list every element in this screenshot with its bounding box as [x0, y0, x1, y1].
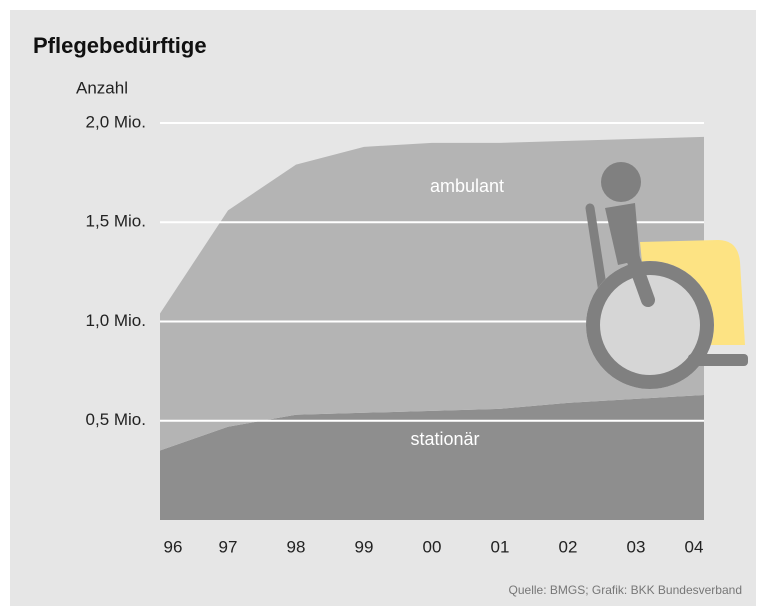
icon-head — [601, 162, 641, 202]
x-tick-label: 98 — [287, 537, 306, 556]
source-note: Quelle: BMGS; Grafik: BKK Bundesverband — [509, 583, 742, 597]
x-tick-label: 03 — [627, 537, 646, 556]
series-label: stationär — [410, 429, 479, 449]
y-tick-label: 1,5 Mio. — [86, 212, 146, 231]
x-tick-label: 02 — [559, 537, 578, 556]
y-tick-label: 0,5 Mio. — [86, 410, 146, 429]
x-tick-label: 96 — [164, 537, 183, 556]
icon-footrest — [688, 354, 748, 366]
x-tick-label: 01 — [491, 537, 510, 556]
wheelchair-icon — [585, 162, 748, 389]
x-tick-label: 00 — [423, 537, 442, 556]
y-tick-label: 1,0 Mio. — [86, 311, 146, 330]
area — [160, 136, 704, 451]
area — [160, 394, 704, 520]
icon-arm — [623, 243, 655, 307]
icon-wheel — [586, 261, 714, 389]
icon-backrest — [585, 203, 608, 297]
y-tick-label: 2,0 Mio. — [86, 112, 146, 131]
x-tick-label: 99 — [355, 537, 374, 556]
chart-title: Pflegebedürftige — [33, 33, 207, 58]
x-tick-label: 04 — [685, 537, 704, 556]
series-label: ambulant — [430, 176, 504, 196]
y-axis-label: Anzahl — [76, 78, 128, 97]
x-tick-label: 97 — [219, 537, 238, 556]
